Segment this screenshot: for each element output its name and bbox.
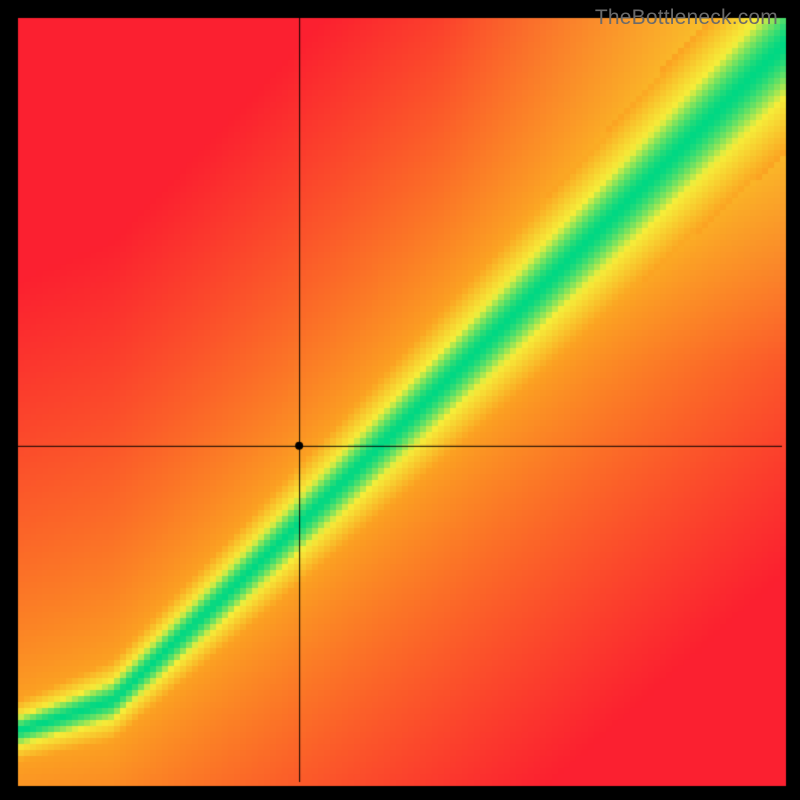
watermark-text: TheBottleneck.com	[595, 6, 778, 30]
chart-container: TheBottleneck.com	[0, 0, 800, 800]
heatmap-canvas	[0, 0, 800, 800]
